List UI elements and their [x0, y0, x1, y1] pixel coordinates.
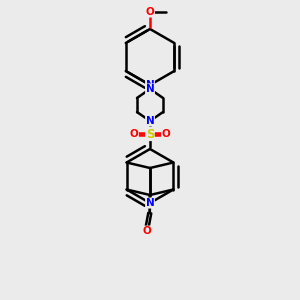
Text: N: N [146, 116, 154, 126]
Text: S: S [146, 128, 154, 140]
Text: O: O [130, 129, 138, 139]
Text: N: N [146, 84, 154, 94]
Text: O: O [142, 226, 151, 236]
Text: N: N [146, 80, 154, 90]
Text: O: O [162, 129, 170, 139]
Text: N: N [146, 198, 154, 208]
Text: O: O [146, 7, 154, 17]
